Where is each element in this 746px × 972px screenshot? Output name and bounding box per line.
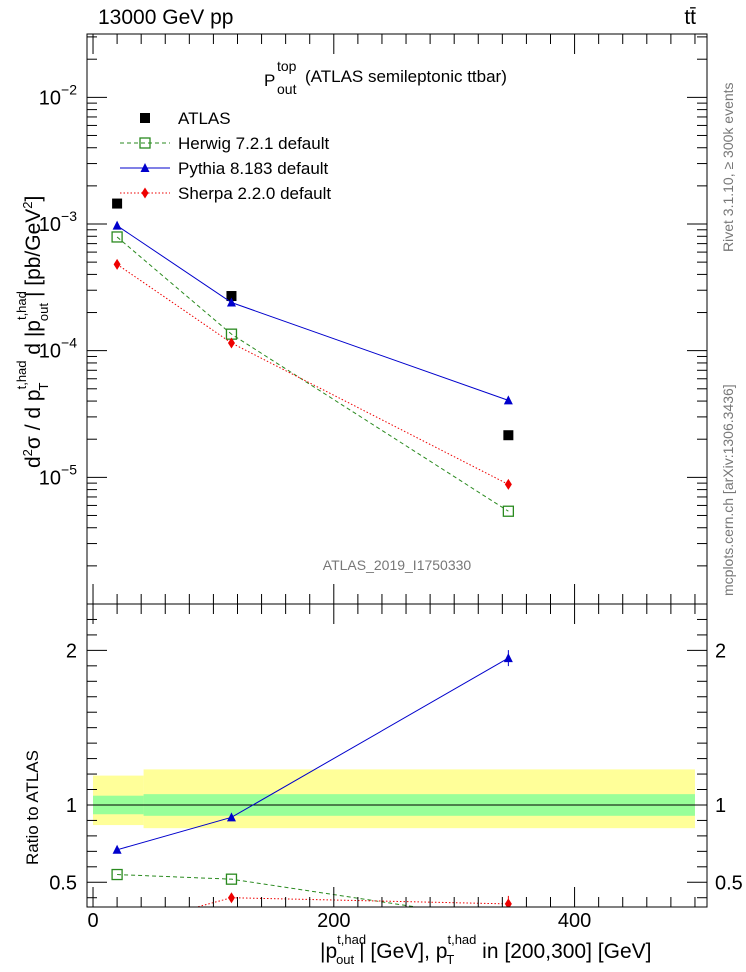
title-symbol: P [264,71,275,90]
ratio-y-tick-label-right: 0.5 [715,872,743,894]
legend-marker [141,187,149,199]
ratio-y-tick-label: 1 [66,795,77,817]
legend-marker [139,137,151,149]
title-symbol-sup: top [277,58,297,74]
ratio-series-sherpa-2-2-0-default [114,892,512,934]
main-panel: 10−510−410−310−2 P top out (ATLAS semile… [14,33,708,605]
sherpa-2-2-0-default-point [504,478,512,490]
chart-title: (ATLAS semileptonic ttbar) [305,67,507,86]
ratio-herwig-7-2-1-default-point [111,868,123,881]
rivet-label: Rivet 3.1.10, ≥ 300k events [720,82,736,252]
ratio-x-tick-label: 0 [87,910,98,932]
herwig-7-2-1-default-line [116,236,509,512]
legend-entry-pythia-8-183-default: Pythia 8.183 default [120,159,329,178]
legend-label: Herwig 7.2.1 default [178,134,329,153]
series-herwig-7-2-1-default [111,231,515,517]
legend-entry-herwig-7-2-1-default: Herwig 7.2.1 default [120,134,329,153]
title-symbol-sub: out [277,81,297,97]
legend-marker [140,163,150,172]
ratio-pythia-8-183-default-point [226,812,236,822]
legend-label: ATLAS [178,109,231,128]
herwig-7-2-1-default-point [111,231,123,243]
ratio-pythia-8-183-default-point [112,844,122,854]
ratio-frame [86,603,708,908]
pythia-8-183-default-line [116,225,509,401]
series-sherpa-2-2-0-default [113,258,512,490]
pythia-8-183-default-point [112,220,122,230]
ratio-xlabel: |pt,had out | [GeV], pt,had T in [200,300] … [320,932,651,967]
sherpa-2-2-0-default-point [227,337,235,349]
analysis-label: ATLAS_2019_I1750330 [323,557,472,573]
source-label: mcplots.cern.ch [arXiv:1306.3436] [720,384,736,596]
atlas-point [112,198,123,209]
ratio-panel: 0.5 0.5 1 1 2 2 0 200 400 Ratio to ATLAS |pt,had… [23,603,743,967]
ratio-series-pythia-8-183-default [112,650,513,854]
pythia-8-183-default-point [226,297,236,307]
legend: ATLAS Herwig 7.2.1 default Pythia 8.183 de… [120,109,331,203]
ratio-ylabel: Ratio to ATLAS [23,750,42,865]
atlas-point [226,291,237,302]
ratio-sherpa-2-2-0-default-point [504,898,512,907]
ratio-y-tick-label-right: 1 [715,795,726,817]
ratio-sherpa-2-2-0-default-point [114,923,121,934]
sherpa-2-2-0-default-point [113,258,121,270]
energy-label: 13000 GeV pp [98,6,233,29]
legend-label: Sherpa 2.2.0 default [178,184,331,203]
legend-entry-atlas: ATLAS [140,109,231,128]
main-y-tick-label: 10−2 [39,81,77,109]
ratio-sherpa-2-2-0-default-point [227,892,235,904]
process-label: tt̄ [684,6,696,29]
legend-entry-sherpa-2-2-0-default: Sherpa 2.2.0 default [120,184,331,203]
ratio-series-herwig-7-2-1-default [111,868,513,926]
legend-label: Pythia 8.183 default [178,159,329,178]
sherpa-2-2-0-default-line [116,263,509,485]
ratio-x-tick-label: 200 [317,910,350,932]
pythia-8-183-default-point [503,395,513,405]
ratio-herwig-7-2-1-default-point [503,916,513,926]
ratio-sherpa-2-2-0-default-line [195,897,509,907]
ratio-y-tick-label-right: 2 [715,640,726,662]
ratio-pythia-8-183-default-point [503,653,513,663]
ratio-y-tick-label: 2 [66,640,77,662]
ratio-y-tick-label: 0.5 [49,872,77,894]
ratio-herwig-7-2-1-default-line [117,874,420,907]
ratio-x-tick-label: 400 [558,910,591,932]
atlas-point [503,430,514,441]
main-ylabel: d2σ / d pt,had T d |pt,had out| [pb/GeV2] [14,196,51,468]
ratio-herwig-7-2-1-default-point [225,873,238,885]
legend-marker [140,113,150,123]
herwig-7-2-1-default-point [502,505,515,517]
series-pythia-8-183-default [112,220,513,405]
series-atlas [112,198,514,441]
